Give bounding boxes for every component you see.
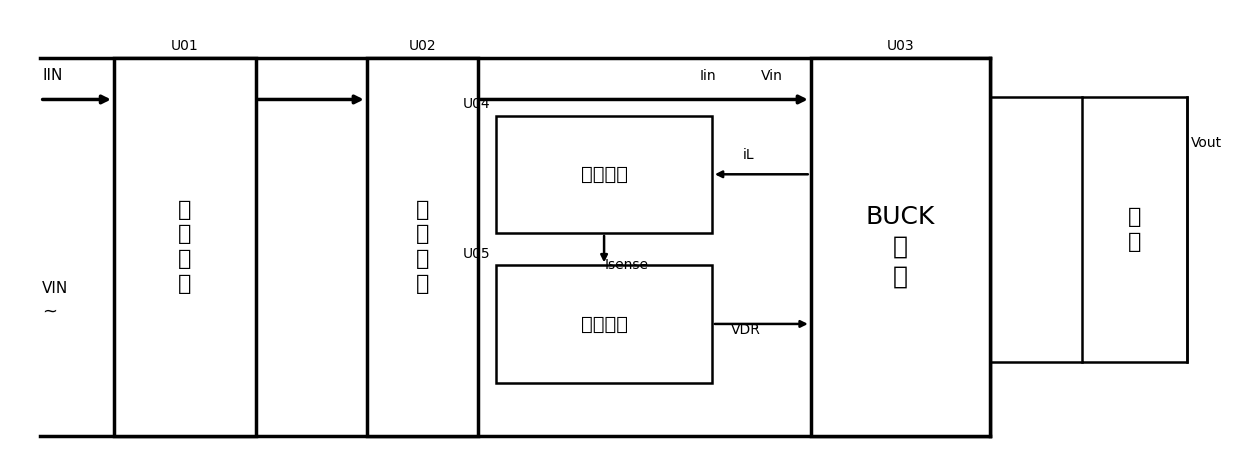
Bar <box>367 58 478 436</box>
Bar <box>496 116 712 233</box>
Text: 整
流
电
路: 整 流 电 路 <box>178 199 191 294</box>
Text: U05: U05 <box>462 247 489 260</box>
Text: 采样电路: 采样电路 <box>581 165 628 184</box>
Text: Isense: Isense <box>605 258 649 272</box>
Text: iL: iL <box>743 148 755 162</box>
Text: VDR: VDR <box>731 322 761 336</box>
Text: IIN: IIN <box>42 69 63 83</box>
Bar <box>1082 97 1187 362</box>
Bar <box>114 58 255 436</box>
Text: U04: U04 <box>462 97 489 111</box>
Text: ~: ~ <box>42 302 57 320</box>
Text: VIN: VIN <box>42 281 68 296</box>
Text: U02: U02 <box>409 40 436 54</box>
Text: Vin: Vin <box>761 69 783 83</box>
Text: 负
载: 负 载 <box>1127 207 1141 252</box>
Text: 控制电路: 控制电路 <box>581 315 628 334</box>
Text: 滤
波
电
路: 滤 波 电 路 <box>415 199 429 294</box>
Bar <box>496 265 712 383</box>
Bar <box>810 58 990 436</box>
Text: Iin: Iin <box>700 69 716 83</box>
Text: U01: U01 <box>171 40 198 54</box>
Text: U03: U03 <box>886 40 914 54</box>
Text: BUCK
电
路: BUCK 电 路 <box>865 205 934 288</box>
Text: Vout: Vout <box>1191 136 1222 150</box>
